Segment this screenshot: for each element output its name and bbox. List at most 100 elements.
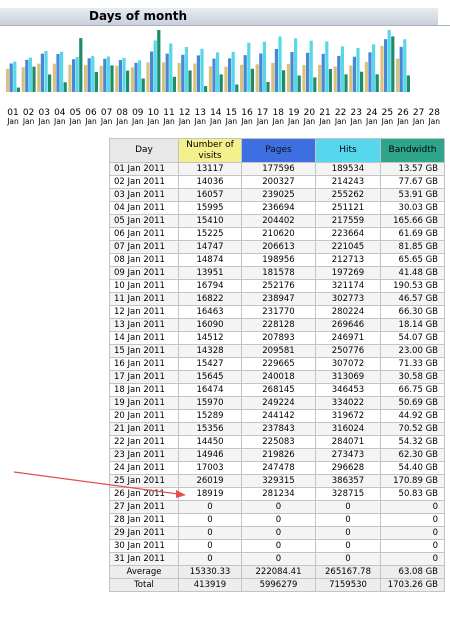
cell-hits: 321174	[315, 279, 381, 293]
x-tick-label: 27	[413, 108, 424, 118]
cell-day: 05 Jan 2011	[109, 214, 179, 228]
bar-hits-day-02	[28, 57, 32, 92]
cell-hits: 319672	[315, 409, 381, 423]
cell-day: 17 Jan 2011	[109, 370, 179, 384]
cell-visits: 16090	[178, 318, 242, 332]
bar-hits-day-20	[309, 40, 313, 92]
cell-visits: 15427	[178, 357, 242, 371]
bar-visits-day-11	[162, 62, 166, 92]
cell-visits: 0	[178, 539, 242, 553]
bar-bandwidth-day-01	[16, 87, 20, 92]
cell-bandwidth: 71.33 GB	[380, 357, 445, 371]
total-cell-visits: 413919	[178, 578, 242, 592]
cell-visits: 15225	[178, 227, 242, 241]
bar-pages-day-16	[243, 55, 247, 92]
cell-visits: 0	[178, 500, 242, 514]
table-row: 31 Jan 2011 0 0 0 0	[109, 552, 445, 566]
bar-bandwidth-day-10	[157, 30, 161, 92]
bar-hits-day-16	[247, 42, 251, 92]
bar-hits-day-10	[153, 40, 157, 92]
cell-bandwidth: 0	[380, 539, 445, 553]
bar-hits-day-09	[138, 60, 142, 92]
x-tick-label: 28	[428, 108, 440, 118]
cell-visits: 16057	[178, 188, 242, 202]
x-tick-label: 26	[397, 108, 409, 118]
bar-hits-day-01	[13, 61, 17, 92]
x-tick-label: 24	[366, 108, 378, 118]
cell-visits: 0	[178, 526, 242, 540]
x-tick-label: 18	[272, 108, 284, 118]
cell-visits: 13117	[178, 162, 242, 176]
bar-bandwidth-day-21	[328, 69, 332, 92]
total-cell-hits: 7159530	[315, 578, 381, 592]
cell-bandwidth: 70.52 GB	[380, 422, 445, 436]
cell-pages: 252176	[241, 279, 316, 293]
bar-bandwidth-day-18	[282, 70, 286, 92]
x-tick-month-label: Jan	[256, 117, 269, 126]
cell-bandwidth: 50.69 GB	[380, 396, 445, 410]
bar-visits-day-10	[146, 62, 150, 92]
cell-bandwidth: 0	[380, 552, 445, 566]
cell-visits: 14512	[178, 331, 242, 345]
bar-bandwidth-day-19	[297, 75, 301, 92]
total-cell-pages: 5996279	[241, 578, 316, 592]
bar-visits-day-09	[130, 67, 134, 92]
x-tick-month-label: Jan	[209, 117, 222, 126]
average-cell-visits: 15330.33	[178, 565, 242, 579]
cell-pages: 181578	[241, 266, 316, 280]
x-tick-month-label: Jan	[162, 117, 175, 126]
cell-pages: 268145	[241, 383, 316, 397]
cell-visits: 15645	[178, 370, 242, 384]
cell-bandwidth: 54.40 GB	[380, 461, 445, 475]
table-row: 28 Jan 2011 0 0 0 0	[109, 513, 445, 527]
x-tick-label: 19	[288, 108, 300, 118]
bar-bandwidth-day-03	[48, 74, 52, 92]
bar-hits-day-14	[216, 52, 220, 92]
bar-visits-day-17	[255, 64, 259, 92]
bar-pages-day-13	[196, 55, 200, 92]
cell-visits: 14946	[178, 448, 242, 462]
bar-bandwidth-day-11	[172, 76, 176, 92]
x-tick-label: 21	[319, 108, 330, 118]
bar-visits-day-12	[177, 62, 181, 92]
cell-hits: 250776	[315, 344, 381, 358]
average-cell-hits: 265167.78	[315, 565, 381, 579]
bar-pages-day-25	[384, 39, 388, 92]
cell-day: 07 Jan 2011	[109, 240, 179, 254]
bar-pages-day-17	[259, 53, 263, 92]
average-cell-pages: 222084.41	[241, 565, 316, 579]
x-tick-month-label: Jan	[427, 117, 440, 126]
bar-hits-day-19	[294, 38, 298, 92]
bar-hits-day-25	[387, 30, 391, 92]
x-tick-label: 23	[350, 108, 361, 118]
x-tick-month-label: Jan	[69, 117, 82, 126]
average-cell-day: Average	[109, 565, 179, 579]
bar-bandwidth-day-09	[141, 78, 145, 92]
cell-pages: 239025	[241, 188, 316, 202]
cell-pages: 236694	[241, 201, 316, 215]
cell-day: 23 Jan 2011	[109, 448, 179, 462]
bar-pages-day-02	[25, 59, 29, 92]
cell-pages: 238947	[241, 292, 316, 306]
x-tick-label: 16	[241, 108, 253, 118]
bar-bandwidth-day-12	[188, 70, 192, 92]
bar-hits-day-24	[372, 44, 376, 92]
cell-day: 09 Jan 2011	[109, 266, 179, 280]
bar-pages-day-12	[181, 54, 185, 92]
cell-day: 27 Jan 2011	[109, 500, 179, 514]
cell-hits: 0	[315, 500, 381, 514]
bar-visits-day-03	[37, 63, 41, 92]
table-row: 10 Jan 2011 16794 252176 321174 190.53 GB	[109, 279, 445, 293]
cell-pages: 206613	[241, 240, 316, 254]
bar-bandwidth-day-22	[344, 74, 348, 92]
cell-hits: 212713	[315, 253, 381, 267]
table-row: 20 Jan 2011 15289 244142 319672 44.92 GB	[109, 409, 445, 423]
cell-pages: 210620	[241, 227, 316, 241]
table-row: 02 Jan 2011 14036 200327 214243 77.67 GB	[109, 175, 445, 189]
cell-bandwidth: 54.07 GB	[380, 331, 445, 345]
bar-bandwidth-day-02	[32, 66, 36, 92]
cell-visits: 14036	[178, 175, 242, 189]
x-tick-label: 08	[116, 108, 128, 118]
x-tick-label: 05	[70, 108, 81, 118]
cell-day: 15 Jan 2011	[109, 344, 179, 358]
